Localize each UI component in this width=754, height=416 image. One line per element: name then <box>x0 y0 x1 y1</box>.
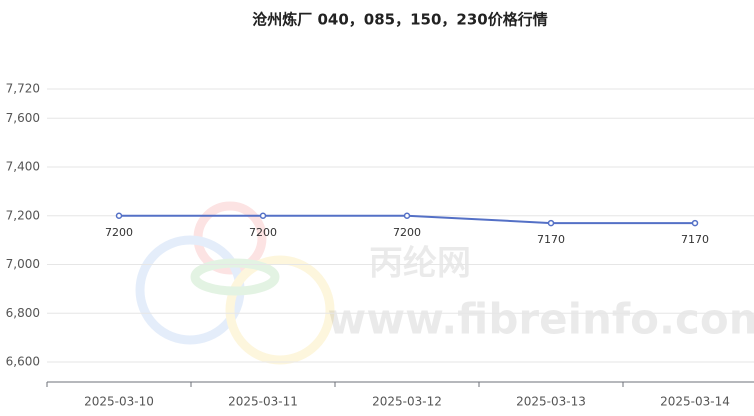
point <box>259 212 267 220</box>
point <box>691 219 699 227</box>
x-tick-label: 2025-03-10 <box>84 395 154 409</box>
data-label: 7200 <box>105 226 133 239</box>
y-tick-label: 7,200 <box>6 208 40 222</box>
x-tick-label: 2025-03-12 <box>372 395 442 409</box>
watermark-url: www.fibreinfo.com <box>328 295 754 344</box>
y-tick-label: 6,800 <box>6 306 40 320</box>
data-label: 7170 <box>537 233 565 246</box>
x-tick-label: 2025-03-14 <box>660 395 730 409</box>
point <box>403 212 411 220</box>
point <box>547 219 555 227</box>
data-label: 7200 <box>393 226 421 239</box>
y-tick-label: 6,600 <box>6 355 40 369</box>
y-tick-label: 7,400 <box>6 160 40 174</box>
y-tick-label: 7,600 <box>6 111 40 125</box>
watermark-text: 丙纶网 <box>369 244 471 284</box>
y-tick-label: 7,000 <box>6 257 40 271</box>
y-tick-label: 7,720 <box>6 82 40 96</box>
data-label: 7200 <box>249 226 277 239</box>
data-label: 7170 <box>681 233 709 246</box>
x-tick-label: 2025-03-13 <box>516 395 586 409</box>
chart-title: 沧州炼厂 040，085，150，230价格行情 <box>252 11 547 29</box>
watermark-logo <box>135 201 335 365</box>
point <box>115 212 123 220</box>
x-tick-label: 2025-03-11 <box>228 395 298 409</box>
